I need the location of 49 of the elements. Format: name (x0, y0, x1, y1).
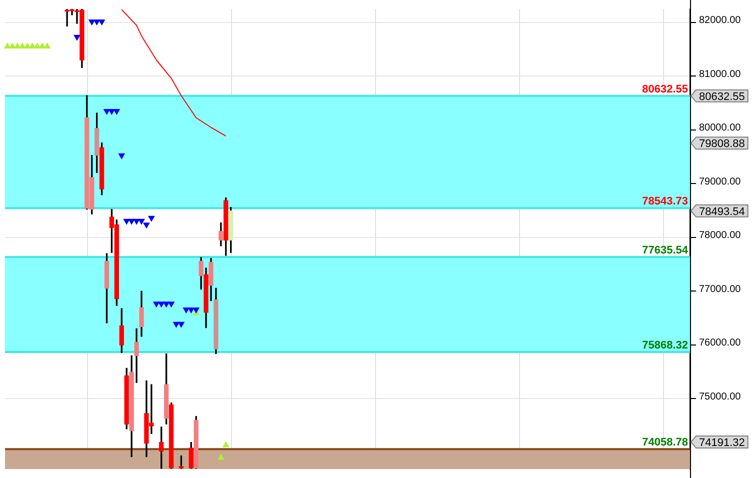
point (88, 19, 95, 25)
ref-line-label: 78543.73 (642, 196, 688, 208)
text: 79808.88 (699, 138, 745, 150)
point (14, 43, 21, 49)
ref-line-label: 74058.78 (642, 436, 688, 449)
y-tick-label: 82000.00 (699, 15, 742, 26)
text: 80632.55 (699, 90, 745, 103)
point (104, 109, 110, 115)
y-tick-label: 81000.00 (699, 68, 742, 80)
point (143, 222, 150, 228)
point (158, 302, 164, 308)
point (173, 322, 180, 328)
point (9, 43, 16, 49)
point (153, 302, 160, 308)
point (94, 19, 100, 25)
point (24, 43, 30, 49)
ref-line-label: 80632.55 (642, 83, 688, 96)
point (178, 322, 184, 328)
point (188, 307, 194, 313)
point (39, 43, 46, 49)
point (29, 43, 36, 49)
point (108, 109, 115, 115)
point (4, 43, 11, 49)
point (34, 43, 40, 49)
y-tick-label: 76000.00 (699, 338, 742, 349)
point (148, 216, 155, 222)
point (193, 307, 200, 313)
y-tick-label: 75000.00 (699, 391, 742, 402)
point (138, 218, 145, 224)
y-tick-label: 78000.00 (699, 230, 742, 242)
text: 78493.54 (699, 206, 745, 218)
point (118, 153, 125, 159)
point (98, 19, 105, 25)
point (163, 302, 170, 308)
point (128, 218, 135, 224)
point (133, 218, 140, 224)
point (168, 302, 174, 308)
point (124, 218, 130, 224)
y-tick-label: 77000.00 (699, 284, 742, 295)
point (74, 34, 80, 40)
y-tick-label: 80000.00 (699, 122, 742, 134)
point (114, 109, 120, 115)
ref-line-label: 77635.54 (642, 244, 689, 257)
point (183, 307, 190, 313)
ref-line-label: 75868.32 (642, 339, 688, 352)
text: 74191.32 (699, 437, 745, 450)
y-tick-label: 79000.00 (699, 176, 742, 188)
point (44, 43, 50, 49)
point (19, 43, 26, 49)
